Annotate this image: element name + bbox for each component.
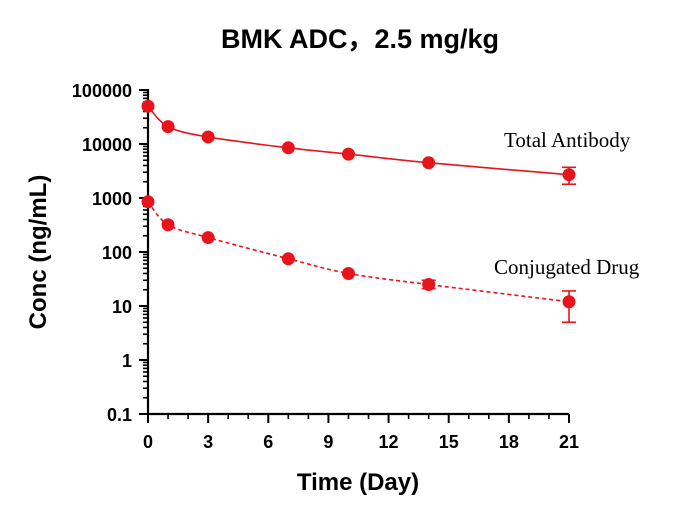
data-point-conjugated-drug bbox=[562, 295, 576, 309]
x-tick-label: 15 bbox=[439, 432, 459, 452]
data-point-conjugated-drug bbox=[422, 278, 436, 292]
y-axis-ticks: 0.1 1 10 100 1000 10000 100000 bbox=[72, 81, 148, 425]
x-axis-ticks: 0 3 6 9 12 15 18 21 bbox=[143, 414, 579, 452]
x-tick-label: 18 bbox=[499, 432, 519, 452]
x-tick-label: 12 bbox=[379, 432, 399, 452]
series-layer bbox=[141, 99, 576, 324]
y-tick-label: 0.1 bbox=[107, 405, 132, 425]
data-point-conjugated-drug bbox=[201, 231, 215, 245]
y-tick-label: 10000 bbox=[82, 135, 132, 155]
x-tick-label: 6 bbox=[263, 432, 273, 452]
y-tick-label: 1 bbox=[122, 351, 132, 371]
series-label-conjugated-drug: Conjugated Drug bbox=[494, 255, 640, 279]
data-point-conjugated-drug bbox=[161, 218, 175, 232]
x-axis-label: Time (Day) bbox=[297, 469, 419, 496]
chart-title: BMK ADC，2.5 mg/kg bbox=[221, 24, 499, 54]
data-point-conjugated-drug bbox=[341, 266, 355, 280]
data-point-total-antibody bbox=[201, 130, 215, 144]
data-point-total-antibody bbox=[141, 99, 155, 113]
data-point-conjugated-drug bbox=[141, 195, 155, 209]
data-point-total-antibody bbox=[341, 147, 355, 161]
y-tick-label: 1000 bbox=[92, 189, 132, 209]
data-point-total-antibody bbox=[562, 168, 576, 182]
y-tick-label: 100000 bbox=[72, 81, 132, 101]
data-point-conjugated-drug bbox=[281, 252, 295, 266]
y-tick-label: 100 bbox=[102, 243, 132, 263]
data-point-total-antibody bbox=[281, 141, 295, 155]
data-point-total-antibody bbox=[422, 156, 436, 170]
x-tick-label: 3 bbox=[203, 432, 213, 452]
series-line-conjugated-drug bbox=[147, 201, 570, 303]
x-tick-label: 0 bbox=[143, 432, 153, 452]
x-tick-label: 9 bbox=[323, 432, 333, 452]
x-tick-label: 21 bbox=[559, 432, 579, 452]
data-point-total-antibody bbox=[161, 120, 175, 134]
series-label-total-antibody: Total Antibody bbox=[504, 128, 631, 152]
y-tick-label: 10 bbox=[112, 297, 132, 317]
y-axis-label: Conc (ng/mL) bbox=[25, 175, 52, 330]
